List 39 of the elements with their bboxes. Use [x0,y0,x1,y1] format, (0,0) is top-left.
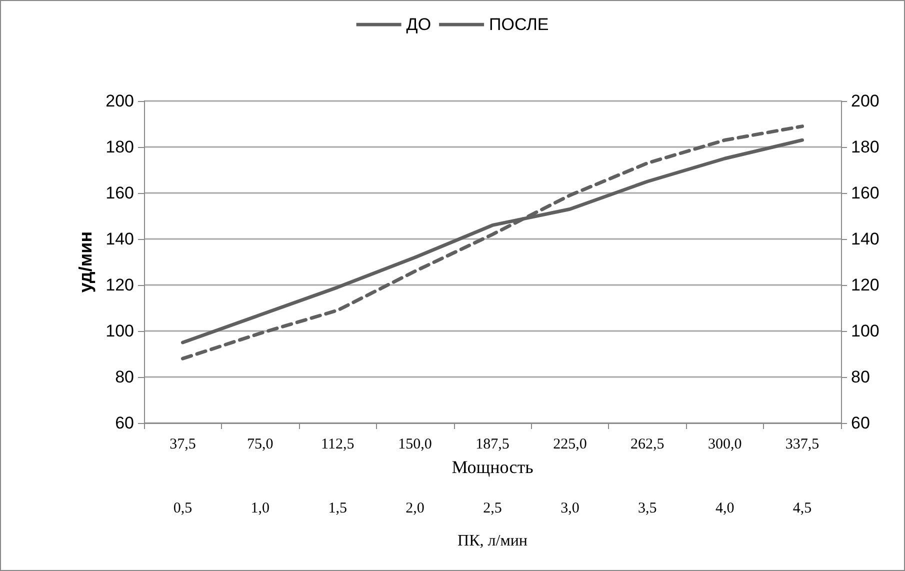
x2-tick-label: 3,0 [560,500,580,516]
y2-tick-label: 200 [851,92,880,110]
y2-tick-label: 180 [851,138,880,156]
y-axis-title: уд/мин [76,231,96,293]
x2-tick-label: 2,5 [483,500,502,516]
x-tick-label: 225,0 [553,436,587,452]
y-tick-label: 160 [106,184,134,202]
x2-tick-label: 3,5 [638,500,657,516]
x-axis-title: Мощность [452,457,534,477]
x-tick-label: 37,5 [170,436,196,452]
x2-axis-title: ПК, л/мин [458,532,528,550]
y2-tick-label: 120 [851,276,880,294]
x2-tick-label: 4,5 [792,500,812,516]
y-tick-label: 140 [106,230,134,248]
x-tick-label: 150,0 [398,436,432,452]
y-tick-label: 80 [115,368,134,386]
y2-tick-label: 60 [851,414,870,432]
x2-tick-label: 2,0 [406,500,424,516]
x2-tick-label: 1,0 [250,500,270,516]
legend-label: ПОСЛЕ [489,15,549,34]
y-tick-label: 200 [106,92,134,110]
x2-tick-label: 1,5 [328,500,347,516]
y2-tick-label: 140 [851,230,880,248]
x-tick-label: 112,5 [321,436,354,452]
y-tick-label: 180 [106,138,134,156]
y2-tick-label: 160 [851,184,880,202]
x2-tick-label: 4,0 [715,500,734,516]
x2-tick-label: 0,5 [173,500,192,516]
legend-label: ДО [406,15,432,34]
y-tick-label: 60 [115,414,134,432]
y-tick-label: 120 [106,276,134,294]
x-tick-label: 75,0 [247,436,274,452]
x-tick-label: 300,0 [708,436,742,452]
y2-tick-label: 100 [851,322,880,340]
y2-tick-label: 80 [851,368,870,386]
x-tick-label: 337,5 [785,436,820,452]
y-tick-label: 100 [106,322,134,340]
x-tick-label: 262,5 [630,436,664,452]
x-tick-label: 187,5 [476,436,510,452]
